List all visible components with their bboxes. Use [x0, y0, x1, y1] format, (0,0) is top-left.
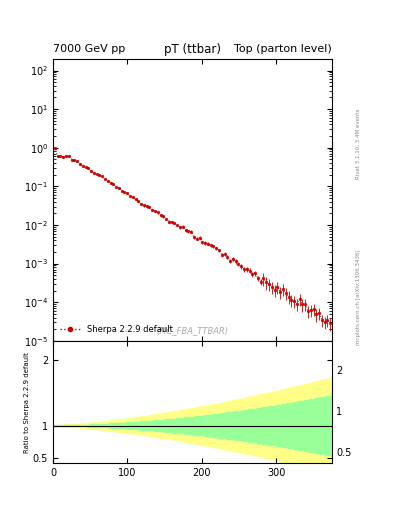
Text: Rivet 3.1.10, 3.4M events: Rivet 3.1.10, 3.4M events — [356, 108, 361, 179]
Text: (MC_FBA_TTBAR): (MC_FBA_TTBAR) — [156, 326, 229, 335]
Text: 1: 1 — [336, 407, 342, 417]
Title: pT (ttbar): pT (ttbar) — [164, 44, 221, 56]
Text: 7000 GeV pp: 7000 GeV pp — [53, 44, 125, 54]
Text: 0.5: 0.5 — [336, 448, 351, 458]
Legend: Sherpa 2.2.9 default: Sherpa 2.2.9 default — [57, 323, 176, 336]
Text: mcplots.cern.ch [arXiv:1306.3436]: mcplots.cern.ch [arXiv:1306.3436] — [356, 249, 361, 345]
Text: Top (parton level): Top (parton level) — [234, 44, 332, 54]
Y-axis label: Ratio to Sherpa 2.2.9 default: Ratio to Sherpa 2.2.9 default — [24, 352, 30, 453]
Text: 2: 2 — [336, 366, 342, 376]
